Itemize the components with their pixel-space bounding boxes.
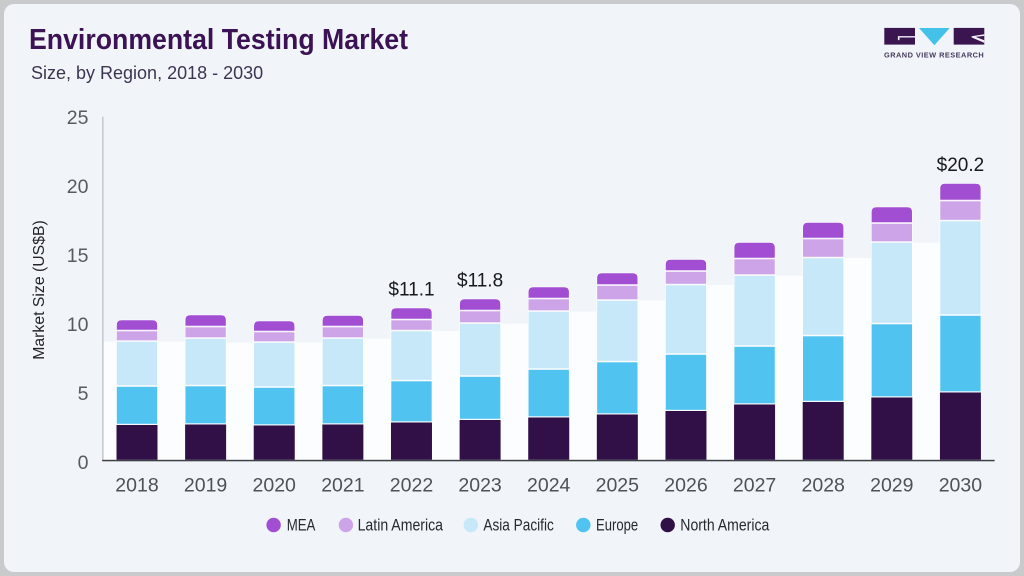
svg-text:15: 15: [67, 245, 89, 267]
svg-text:0: 0: [78, 452, 89, 474]
svg-text:2023: 2023: [458, 475, 501, 497]
svg-text:2024: 2024: [527, 475, 571, 497]
svg-text:2018: 2018: [115, 475, 158, 497]
svg-text:North America: North America: [680, 515, 769, 534]
svg-text:2021: 2021: [321, 475, 364, 497]
svg-text:25: 25: [67, 107, 89, 129]
svg-text:2026: 2026: [664, 475, 707, 497]
svg-text:2027: 2027: [733, 475, 776, 497]
svg-text:Latin America: Latin America: [358, 515, 444, 534]
svg-text:5: 5: [78, 383, 89, 405]
svg-text:2022: 2022: [390, 475, 433, 497]
svg-text:$20.2: $20.2: [937, 155, 985, 176]
svg-text:20: 20: [67, 176, 89, 198]
svg-text:2029: 2029: [870, 475, 913, 497]
svg-text:$11.8: $11.8: [457, 271, 503, 292]
svg-text:2019: 2019: [184, 475, 227, 497]
svg-text:GRAND VIEW RESEARCH: GRAND VIEW RESEARCH: [884, 50, 985, 59]
svg-text:$11.1: $11.1: [388, 280, 434, 301]
svg-text:Market Size (US$B): Market Size (US$B): [31, 220, 48, 360]
svg-text:2025: 2025: [596, 475, 640, 497]
svg-text:10: 10: [67, 314, 89, 336]
svg-text:2028: 2028: [802, 475, 845, 497]
svg-text:Asia Pacific: Asia Pacific: [483, 515, 554, 534]
svg-text:2030: 2030: [939, 475, 983, 497]
svg-text:Europe: Europe: [596, 515, 638, 534]
svg-text:2020: 2020: [253, 475, 297, 497]
svg-text:MEA: MEA: [287, 515, 316, 534]
